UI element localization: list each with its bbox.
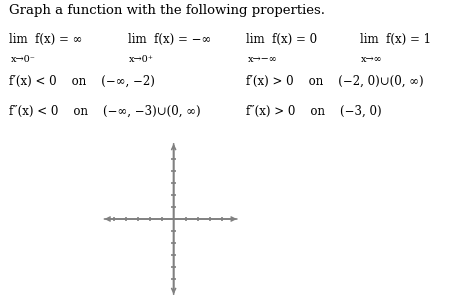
Text: x→−∞: x→−∞	[247, 55, 277, 64]
Text: lim  f(x) = ∞: lim f(x) = ∞	[9, 33, 83, 46]
Text: lim  f(x) = 0: lim f(x) = 0	[246, 33, 318, 46]
Text: x→0⁺: x→0⁺	[129, 55, 154, 64]
Text: Graph a function with the following properties.: Graph a function with the following prop…	[9, 4, 326, 17]
Text: lim  f(x) = 1: lim f(x) = 1	[360, 33, 431, 46]
Text: f′(x) < 0    on    (−∞, −2): f′(x) < 0 on (−∞, −2)	[9, 74, 155, 88]
Text: lim  f(x) = −∞: lim f(x) = −∞	[128, 33, 211, 46]
Text: f″(x) < 0    on    (−∞, −3)∪(0, ∞): f″(x) < 0 on (−∞, −3)∪(0, ∞)	[9, 105, 201, 118]
Text: f′(x) > 0    on    (−2, 0)∪(0, ∞): f′(x) > 0 on (−2, 0)∪(0, ∞)	[246, 74, 424, 88]
Text: x→0⁻: x→0⁻	[10, 55, 35, 64]
Text: f″(x) > 0    on    (−3, 0): f″(x) > 0 on (−3, 0)	[246, 105, 382, 118]
Text: x→∞: x→∞	[361, 55, 383, 64]
